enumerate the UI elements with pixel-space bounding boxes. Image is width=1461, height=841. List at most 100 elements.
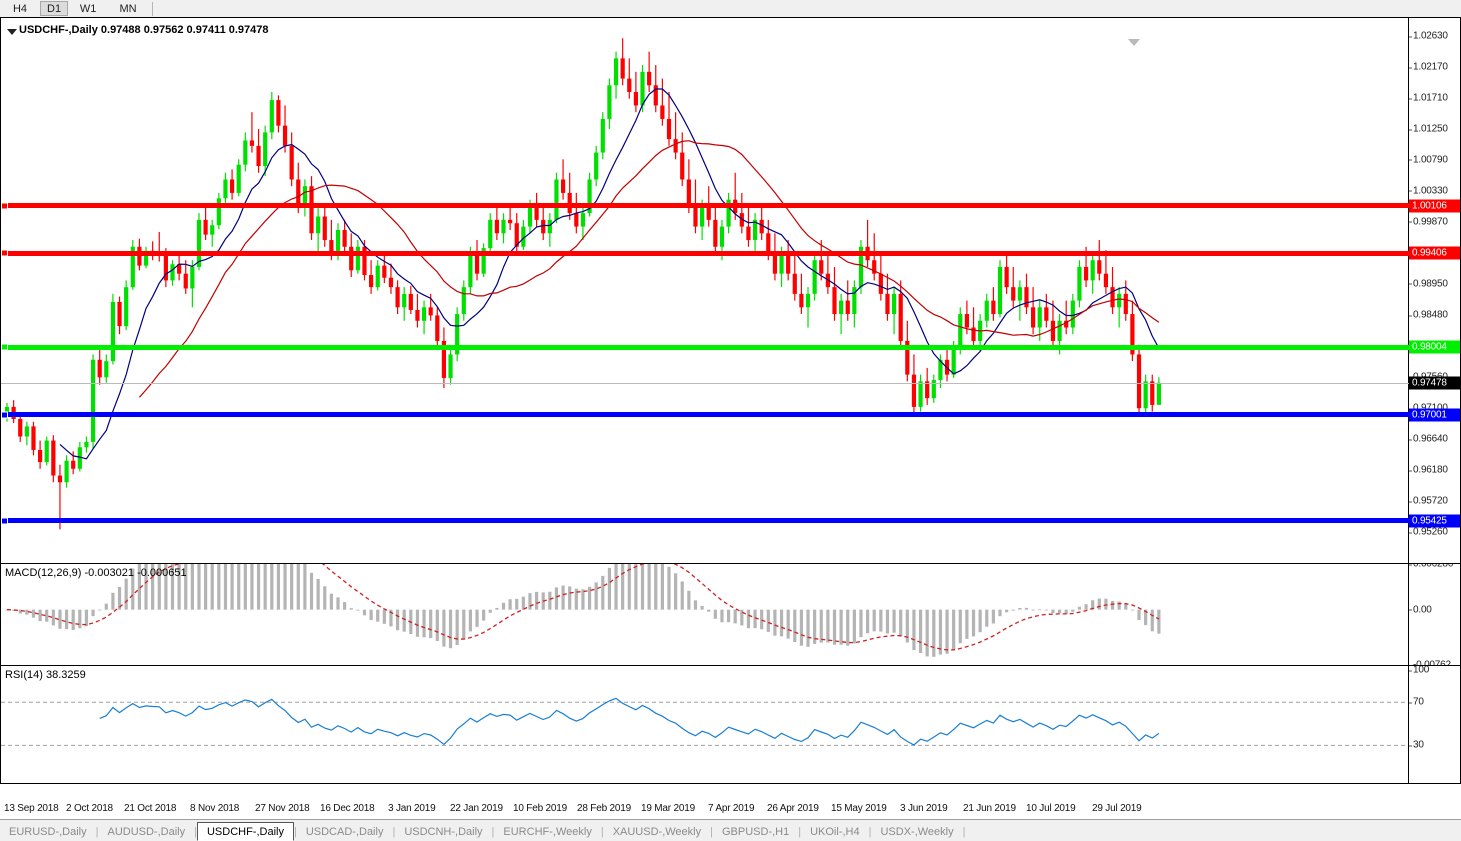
tab-divider: | (293, 826, 297, 838)
symbol-tab-ukoil--h4[interactable]: UKOil-,H4 (810, 826, 860, 838)
symbol-tab-usdcad--daily[interactable]: USDCAD-,Daily (305, 826, 384, 838)
date-tick: 21 Jun 2019 (963, 803, 1016, 814)
date-tick: 10 Feb 2019 (513, 803, 567, 814)
tab-divider: | (962, 826, 966, 838)
price-plot[interactable] (1, 18, 1409, 563)
tab-divider: | (710, 826, 713, 838)
symbol-tab-usdchf--daily[interactable]: USDCHF-,Daily (196, 822, 294, 841)
date-tick: 8 Nov 2018 (190, 803, 240, 814)
symbol-tab-usdx--weekly[interactable]: USDX-,Weekly (880, 826, 954, 838)
date-tick: 26 Apr 2019 (767, 803, 819, 814)
level-handle[interactable] (1, 411, 8, 419)
price-pane-title: USDCHF-,Daily 0.97488 0.97562 0.97411 0.… (19, 24, 269, 36)
price-y-tick: 0.95720 (1409, 495, 1448, 507)
level-line-current-price[interactable] (1, 382, 1409, 384)
level-handle[interactable] (1, 343, 8, 351)
chart-area: USDCHF-,Daily 0.97488 0.97562 0.97411 0.… (0, 17, 1461, 801)
date-tick: 3 Jan 2019 (388, 803, 436, 814)
price-label-support-green: 0.98004 (1409, 340, 1460, 354)
date-tick: 22 Jan 2019 (450, 803, 503, 814)
price-y-tick: 1.02630 (1409, 30, 1448, 42)
date-tick: 10 Jul 2019 (1026, 803, 1076, 814)
level-line-support-green[interactable] (1, 343, 1409, 351)
price-y-tick: 1.00790 (1409, 154, 1448, 166)
macd-y-tick: 0.006286 (1408, 564, 1453, 570)
timeframe-button-mn[interactable]: MN (119, 2, 137, 15)
date-tick: 27 Nov 2018 (255, 803, 310, 814)
date-tick: 28 Feb 2019 (577, 803, 631, 814)
price-y-tick: 0.99870 (1409, 216, 1448, 228)
date-tick: 29 Jul 2019 (1092, 803, 1142, 814)
tab-divider: | (95, 826, 99, 838)
date-tick: 19 Mar 2019 (641, 803, 695, 814)
rsi-y-axis[interactable]: 100 70 30 (1408, 666, 1460, 783)
date-tick: 21 Oct 2018 (124, 803, 177, 814)
price-y-tick: 0.95260 (1409, 526, 1448, 538)
price-label-support-blue-2: 0.95425 (1409, 514, 1460, 528)
toolbar-divider (152, 1, 154, 16)
rsi-y-tick: 100 (1408, 665, 1430, 676)
symbol-tab-usdcnh--daily[interactable]: USDCNH-,Daily (404, 826, 483, 838)
macd-y-tick: 0.00 (1409, 604, 1432, 616)
price-y-tick: 0.98950 (1409, 278, 1448, 290)
tab-divider: | (491, 826, 495, 838)
price-candles (4, 38, 1161, 530)
symbol-tab-bar: EURUSD-,Daily | AUDUSD-,Daily | USDCHF-,Dail… (0, 819, 1461, 841)
level-handle[interactable] (1, 202, 8, 210)
macd-pane[interactable]: MACD(12,26,9) -0.003021 -0.000651 0.0062… (0, 563, 1461, 666)
price-label-support-blue-1: 0.97001 (1409, 408, 1460, 422)
symbol-tab-eurchf--weekly[interactable]: EURCHF-,Weekly (503, 826, 592, 838)
price-pane[interactable]: USDCHF-,Daily 0.97488 0.97562 0.97411 0.… (0, 17, 1461, 564)
price-y-tick: 1.02170 (1409, 61, 1448, 73)
rsi-pane[interactable]: RSI(14) 38.3259 100 70 30 (0, 665, 1461, 784)
rsi-line (1, 697, 1409, 746)
symbol-tab-gbpusd--h1[interactable]: GBPUSD-,H1 (721, 826, 790, 838)
level-line-support-blue-2[interactable] (1, 517, 1409, 525)
level-line-support-blue-1[interactable] (1, 411, 1409, 419)
level-line-resistance-1[interactable] (1, 202, 1409, 210)
level-line-resistance-2[interactable] (1, 249, 1409, 257)
tab-divider: | (600, 826, 604, 838)
tab-divider: | (868, 826, 872, 838)
price-y-tick: 1.01710 (1409, 92, 1448, 104)
macd-pane-title: MACD(12,26,9) -0.003021 -0.000651 (5, 567, 187, 579)
rsi-plot[interactable] (1, 666, 1409, 783)
timeframe-toolbar: H4 D1 W1 MN (0, 0, 1461, 18)
date-tick: 13 Sep 2018 (4, 803, 59, 814)
symbol-tab-eurusd--daily[interactable]: EURUSD-,Daily (9, 826, 87, 838)
date-tick: 15 May 2019 (831, 803, 887, 814)
price-y-axis[interactable]: 1.02630 1.02170 1.01710 1.01250 1.00790 1.003… (1408, 18, 1460, 563)
tab-divider: | (392, 826, 396, 838)
level-handle[interactable] (1, 517, 8, 525)
rsi-y-tick: 70 (1409, 696, 1424, 708)
price-label-current-price: 0.97478 (1409, 376, 1460, 390)
date-axis: 13 Sep 2018 2 Oct 2018 21 Oct 2018 8 Nov 20… (0, 801, 1461, 819)
symbol-tab-xauusd--weekly[interactable]: XAUUSD-,Weekly (612, 826, 702, 838)
level-handle[interactable] (1, 249, 8, 257)
price-label-resistance-1: 1.00106 (1409, 199, 1460, 213)
symbol-tab-audusd--daily[interactable]: AUDUSD-,Daily (107, 826, 186, 838)
tab-divider: | (798, 826, 802, 838)
macd-y-axis[interactable]: 0.006286 0.00 -0.00762 (1408, 564, 1460, 665)
macd-histogram (5, 564, 1161, 657)
price-y-tick: 0.96180 (1409, 464, 1448, 476)
timeframe-button-h4[interactable]: H4 (12, 2, 28, 15)
macd-plot[interactable] (1, 564, 1409, 665)
date-tick: 7 Apr 2019 (708, 803, 755, 814)
price-label-resistance-2: 0.99406 (1409, 246, 1460, 260)
price-y-tick: 0.98480 (1409, 309, 1448, 321)
timeframe-button-d1[interactable]: D1 (40, 1, 69, 16)
date-tick: 16 Dec 2018 (320, 803, 375, 814)
price-y-tick: 1.01250 (1409, 123, 1448, 135)
timeframe-button-w1[interactable]: W1 (79, 2, 97, 15)
collapse-caret-icon[interactable] (7, 29, 17, 35)
tab-divider: | (194, 826, 197, 838)
chart-scroll-caret-icon[interactable] (1128, 39, 1140, 46)
date-tick: 3 Jun 2019 (900, 803, 948, 814)
date-tick: 2 Oct 2018 (66, 803, 113, 814)
rsi-pane-title: RSI(14) 38.3259 (5, 669, 86, 681)
rsi-y-tick: 30 (1409, 739, 1424, 751)
price-y-tick: 0.96640 (1409, 433, 1448, 445)
price-y-tick: 1.00330 (1409, 185, 1448, 197)
